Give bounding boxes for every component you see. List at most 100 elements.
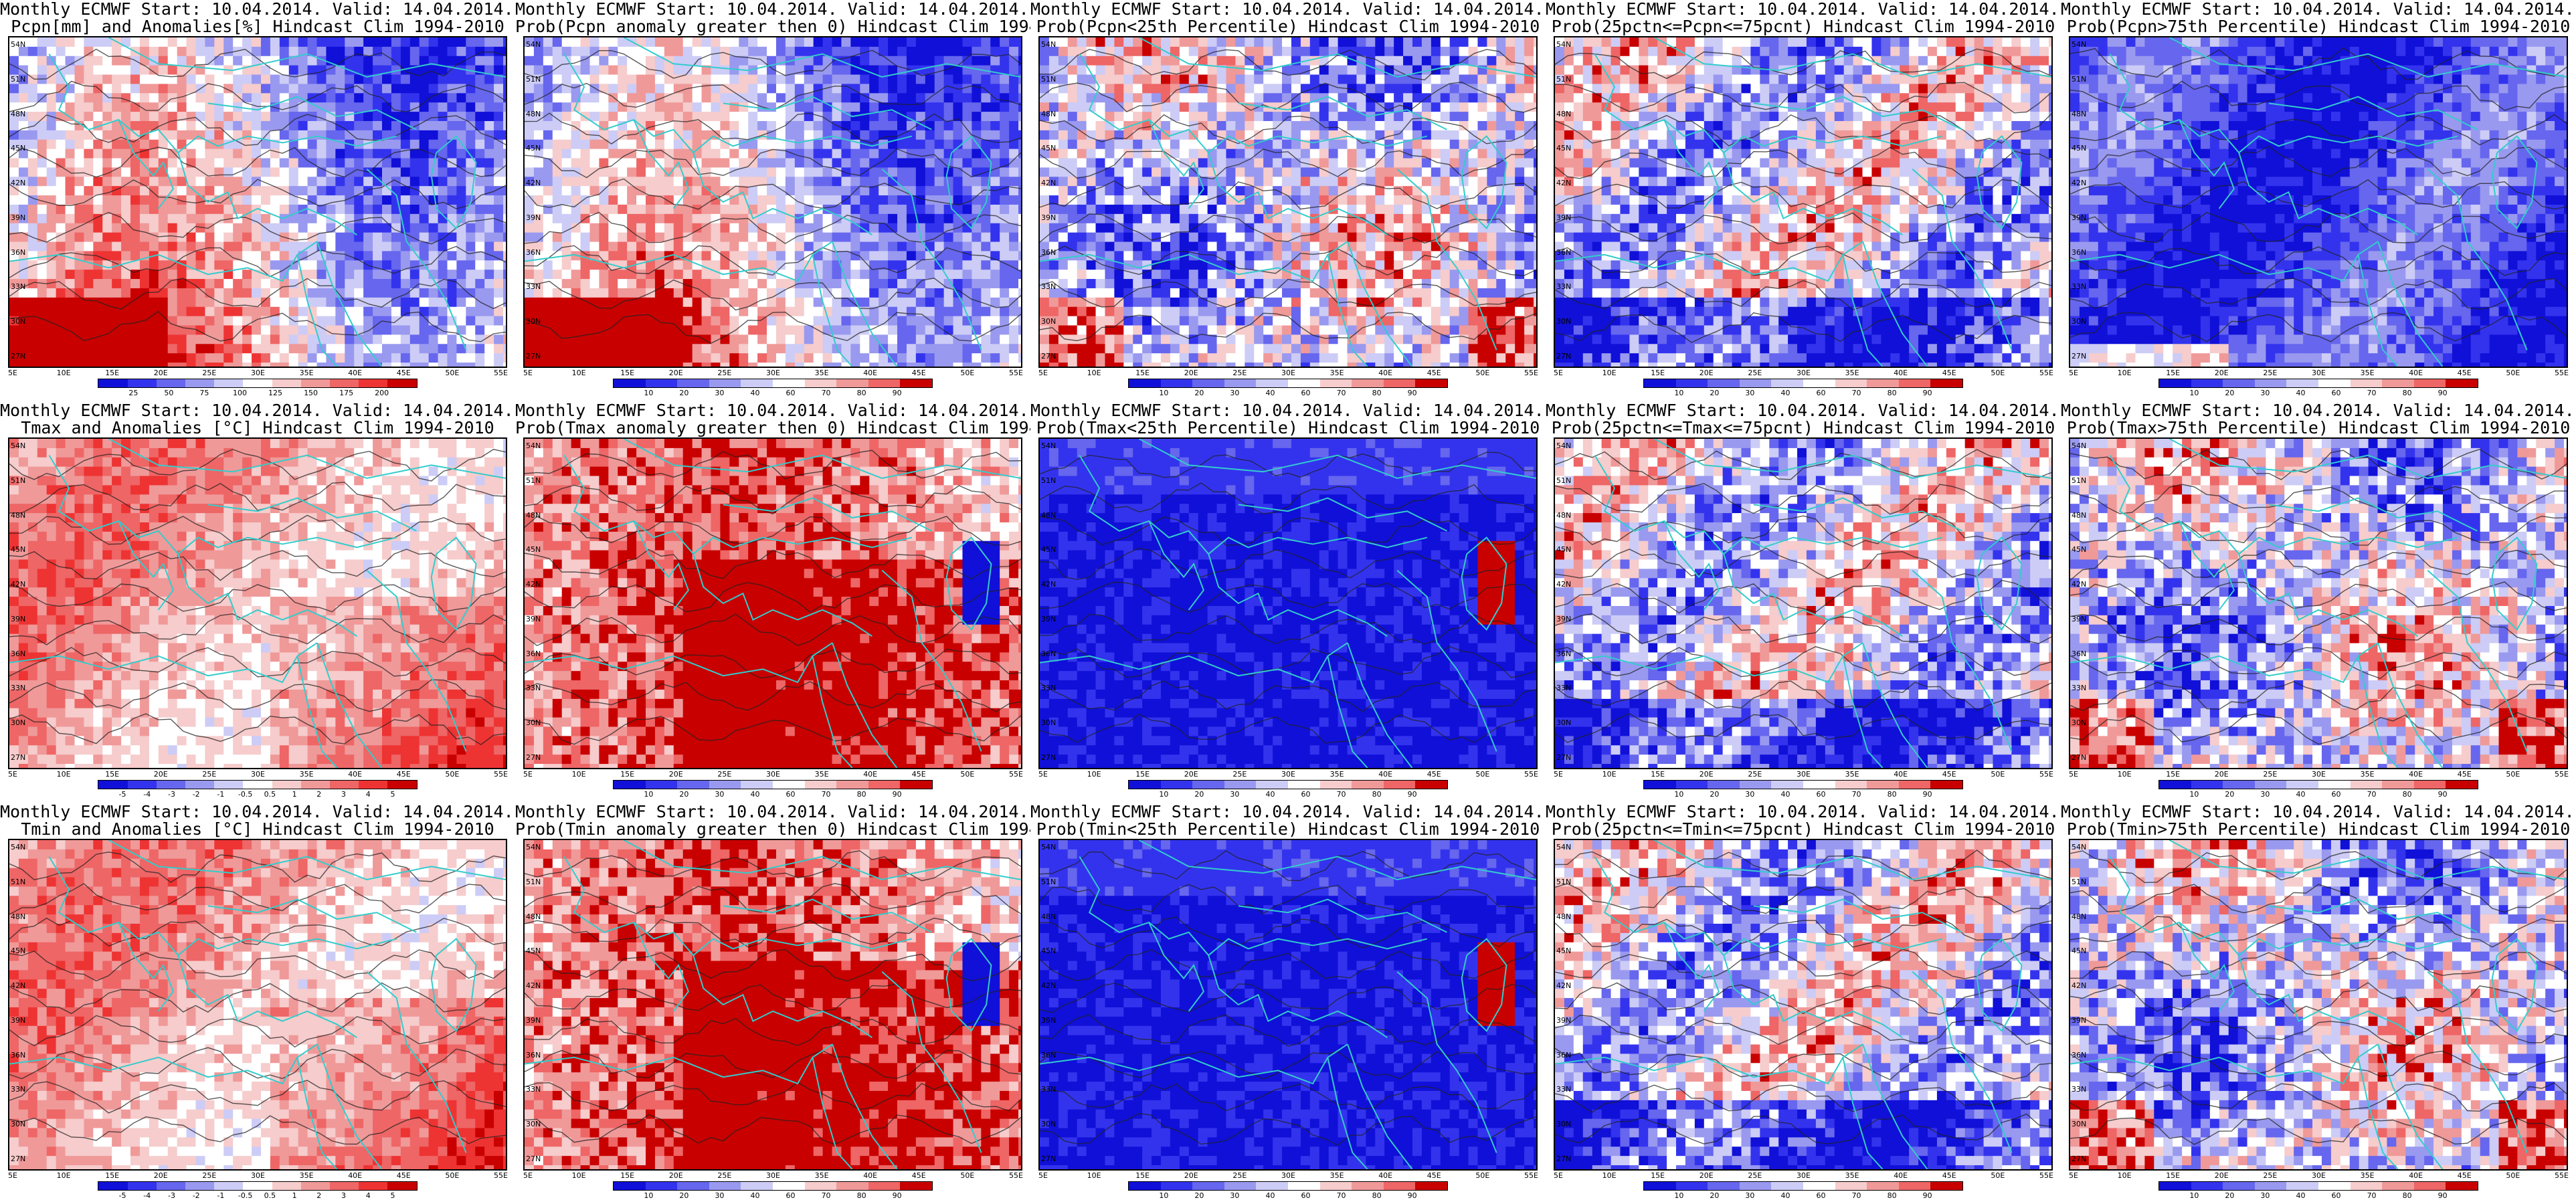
field-cell: [270, 130, 280, 140]
field-cell: [214, 139, 224, 150]
field-cell: [307, 260, 318, 270]
field-cell: [1179, 74, 1190, 85]
field-cell: [400, 46, 411, 57]
field-cell: [748, 112, 758, 122]
field-cell: [925, 37, 935, 47]
field-cell: [102, 363, 112, 367]
field-cell: [972, 102, 982, 112]
field-cell: [1273, 148, 1283, 159]
field-cell: [654, 177, 665, 187]
field-cell: [1291, 195, 1301, 205]
field-cell: [419, 363, 430, 367]
field-cell: [345, 270, 355, 280]
field-cell: [1347, 148, 1358, 159]
field-cell: [373, 195, 383, 205]
field-cell: [646, 334, 656, 344]
field-cell: [373, 270, 383, 280]
field-cell: [223, 102, 234, 112]
field-cell: [860, 204, 870, 215]
field-cell: [56, 297, 66, 308]
field-cell: [214, 232, 224, 243]
field-cell: [599, 334, 609, 344]
field-cell: [316, 288, 327, 298]
field-cell: [785, 223, 796, 233]
field-cell: [307, 213, 318, 224]
field-cell: [1496, 102, 1506, 112]
field-cell: [850, 74, 860, 85]
field-cell: [1018, 65, 1021, 76]
field-cell: [822, 334, 833, 344]
field-cell: [1000, 112, 1010, 122]
field-cell: [9, 279, 19, 289]
field-cell: [757, 177, 767, 187]
field-cell: [1105, 130, 1115, 140]
field-cell: [897, 120, 907, 131]
field-cell: [943, 363, 954, 367]
field-cell: [1048, 186, 1059, 196]
field-cell: [409, 148, 420, 159]
field-cell: [1319, 186, 1329, 196]
field-cell: [270, 260, 280, 270]
field-cell: [1487, 46, 1497, 57]
field-cell: [279, 316, 290, 326]
field-cell: [195, 74, 206, 85]
field-cell: [1263, 167, 1273, 177]
field-cell: [1152, 56, 1162, 66]
field-cell: [447, 270, 457, 280]
field-cell: [813, 65, 824, 76]
field-cell: [1077, 84, 1087, 94]
field-cell: [345, 37, 355, 47]
field-cell: [552, 232, 563, 243]
field-cell: [785, 65, 796, 76]
panel-title-line1: Monthly ECMWF Start: 10.04.2014. Valid: …: [515, 1, 1030, 18]
field-cell: [869, 213, 879, 224]
field-cell: [748, 148, 758, 159]
field-cell: [130, 74, 141, 85]
field-cell: [1263, 120, 1273, 131]
field-cell: [93, 363, 103, 367]
field-cell: [543, 353, 553, 363]
field-cell: [186, 130, 197, 140]
field-cell: [130, 93, 141, 103]
field-cell: [93, 325, 103, 335]
field-cell: [46, 84, 57, 94]
field-cell: [139, 260, 150, 270]
field-cell: [1086, 112, 1097, 122]
field-cell: [335, 56, 345, 66]
field-cell: [46, 297, 57, 308]
field-cell: [1161, 112, 1171, 122]
field-cell: [84, 279, 94, 289]
field-cell: [646, 213, 656, 224]
field-cell: [494, 270, 504, 280]
field-cell: [1000, 251, 1010, 261]
field-cell: [1179, 93, 1190, 103]
field-cell: [953, 344, 963, 354]
field-cell: [391, 241, 401, 252]
contour-line: [9, 48, 506, 80]
field-cell: [869, 120, 879, 131]
field-cell: [214, 167, 224, 177]
field-cell: [475, 56, 485, 66]
field-cell: [1123, 158, 1133, 169]
field-cell: [46, 37, 57, 47]
field-cell: [270, 325, 280, 335]
field-cell: [139, 241, 150, 252]
field-cell: [1366, 177, 1376, 187]
field-cell: [785, 316, 796, 326]
field-cell: [409, 167, 420, 177]
field-cell: [739, 316, 749, 326]
field-cell: [1133, 74, 1143, 85]
field-cell: [1123, 46, 1133, 57]
field-cell: [1515, 112, 1525, 122]
field-cell: [767, 325, 777, 335]
field-cell: [1018, 363, 1021, 367]
field-cell: [618, 363, 628, 367]
field-cell: [252, 344, 262, 354]
field-cell: [608, 353, 618, 363]
field-cell: [701, 112, 712, 122]
field-cell: [525, 288, 535, 298]
field-cell: [438, 306, 448, 317]
field-cell: [925, 232, 935, 243]
field-cell: [345, 120, 355, 131]
field-cell: [139, 344, 150, 354]
